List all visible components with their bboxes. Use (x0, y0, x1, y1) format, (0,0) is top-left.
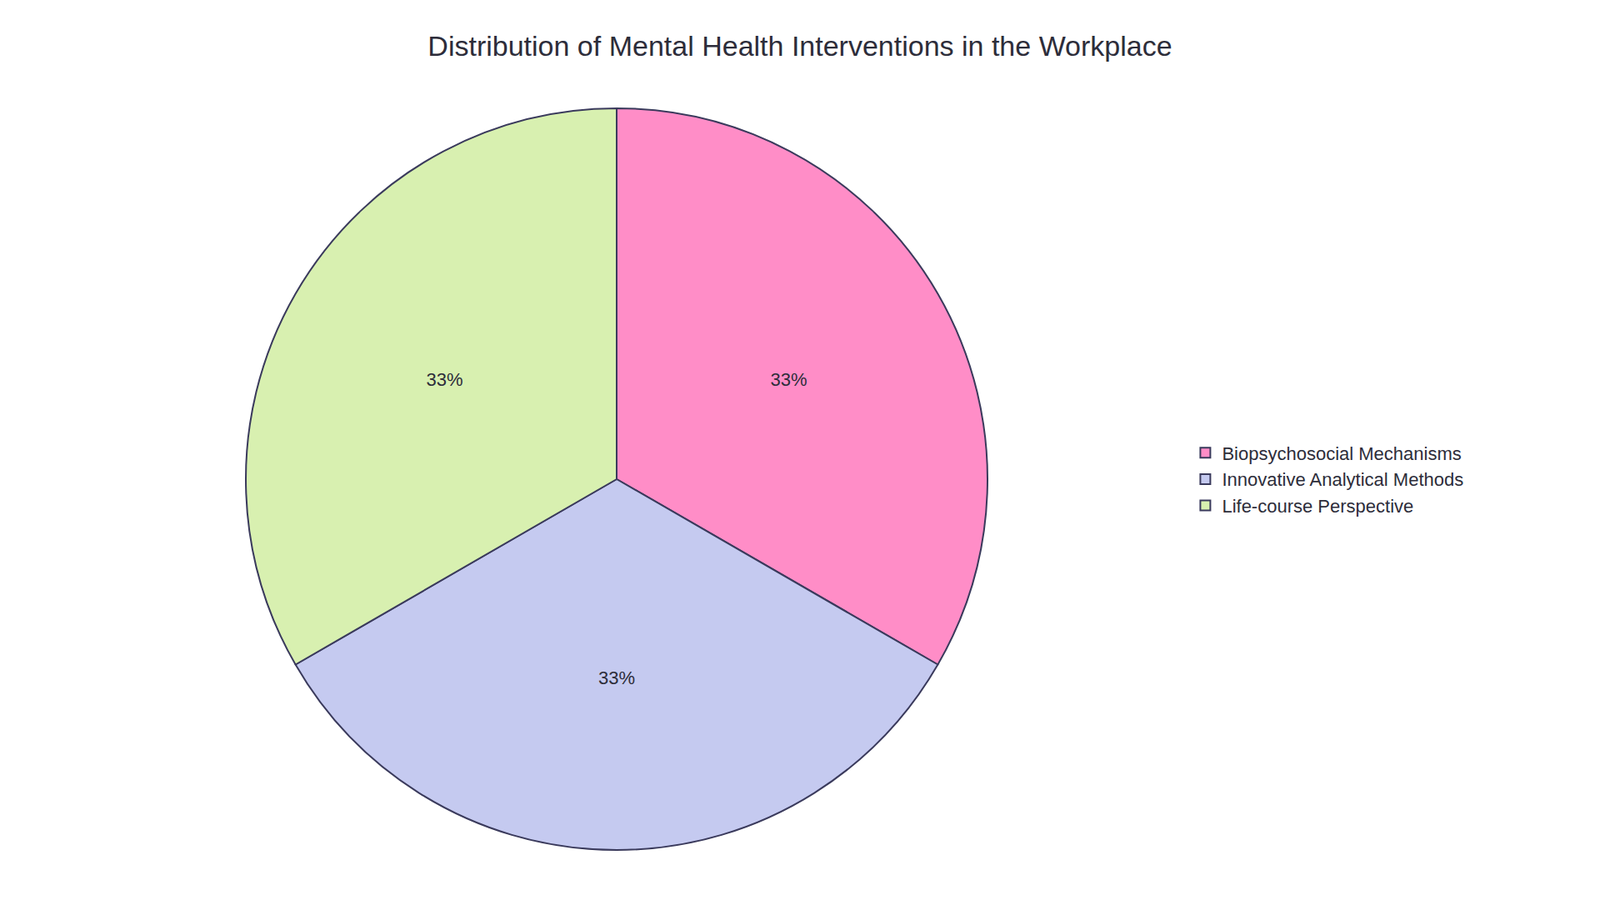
svg-text:33%: 33% (425, 369, 463, 390)
svg-text:Life-course Perspective: Life-course Perspective (1221, 495, 1414, 517)
svg-text:33%: 33% (770, 369, 808, 390)
svg-text:Distribution of Mental Health: Distribution of Mental Health Interventi… (427, 30, 1172, 62)
svg-text:Biopsychosocial Mechanisms: Biopsychosocial Mechanisms (1221, 443, 1461, 465)
svg-text:Innovative Analytical Methods: Innovative Analytical Methods (1221, 469, 1464, 490)
svg-text:33%: 33% (598, 667, 635, 689)
